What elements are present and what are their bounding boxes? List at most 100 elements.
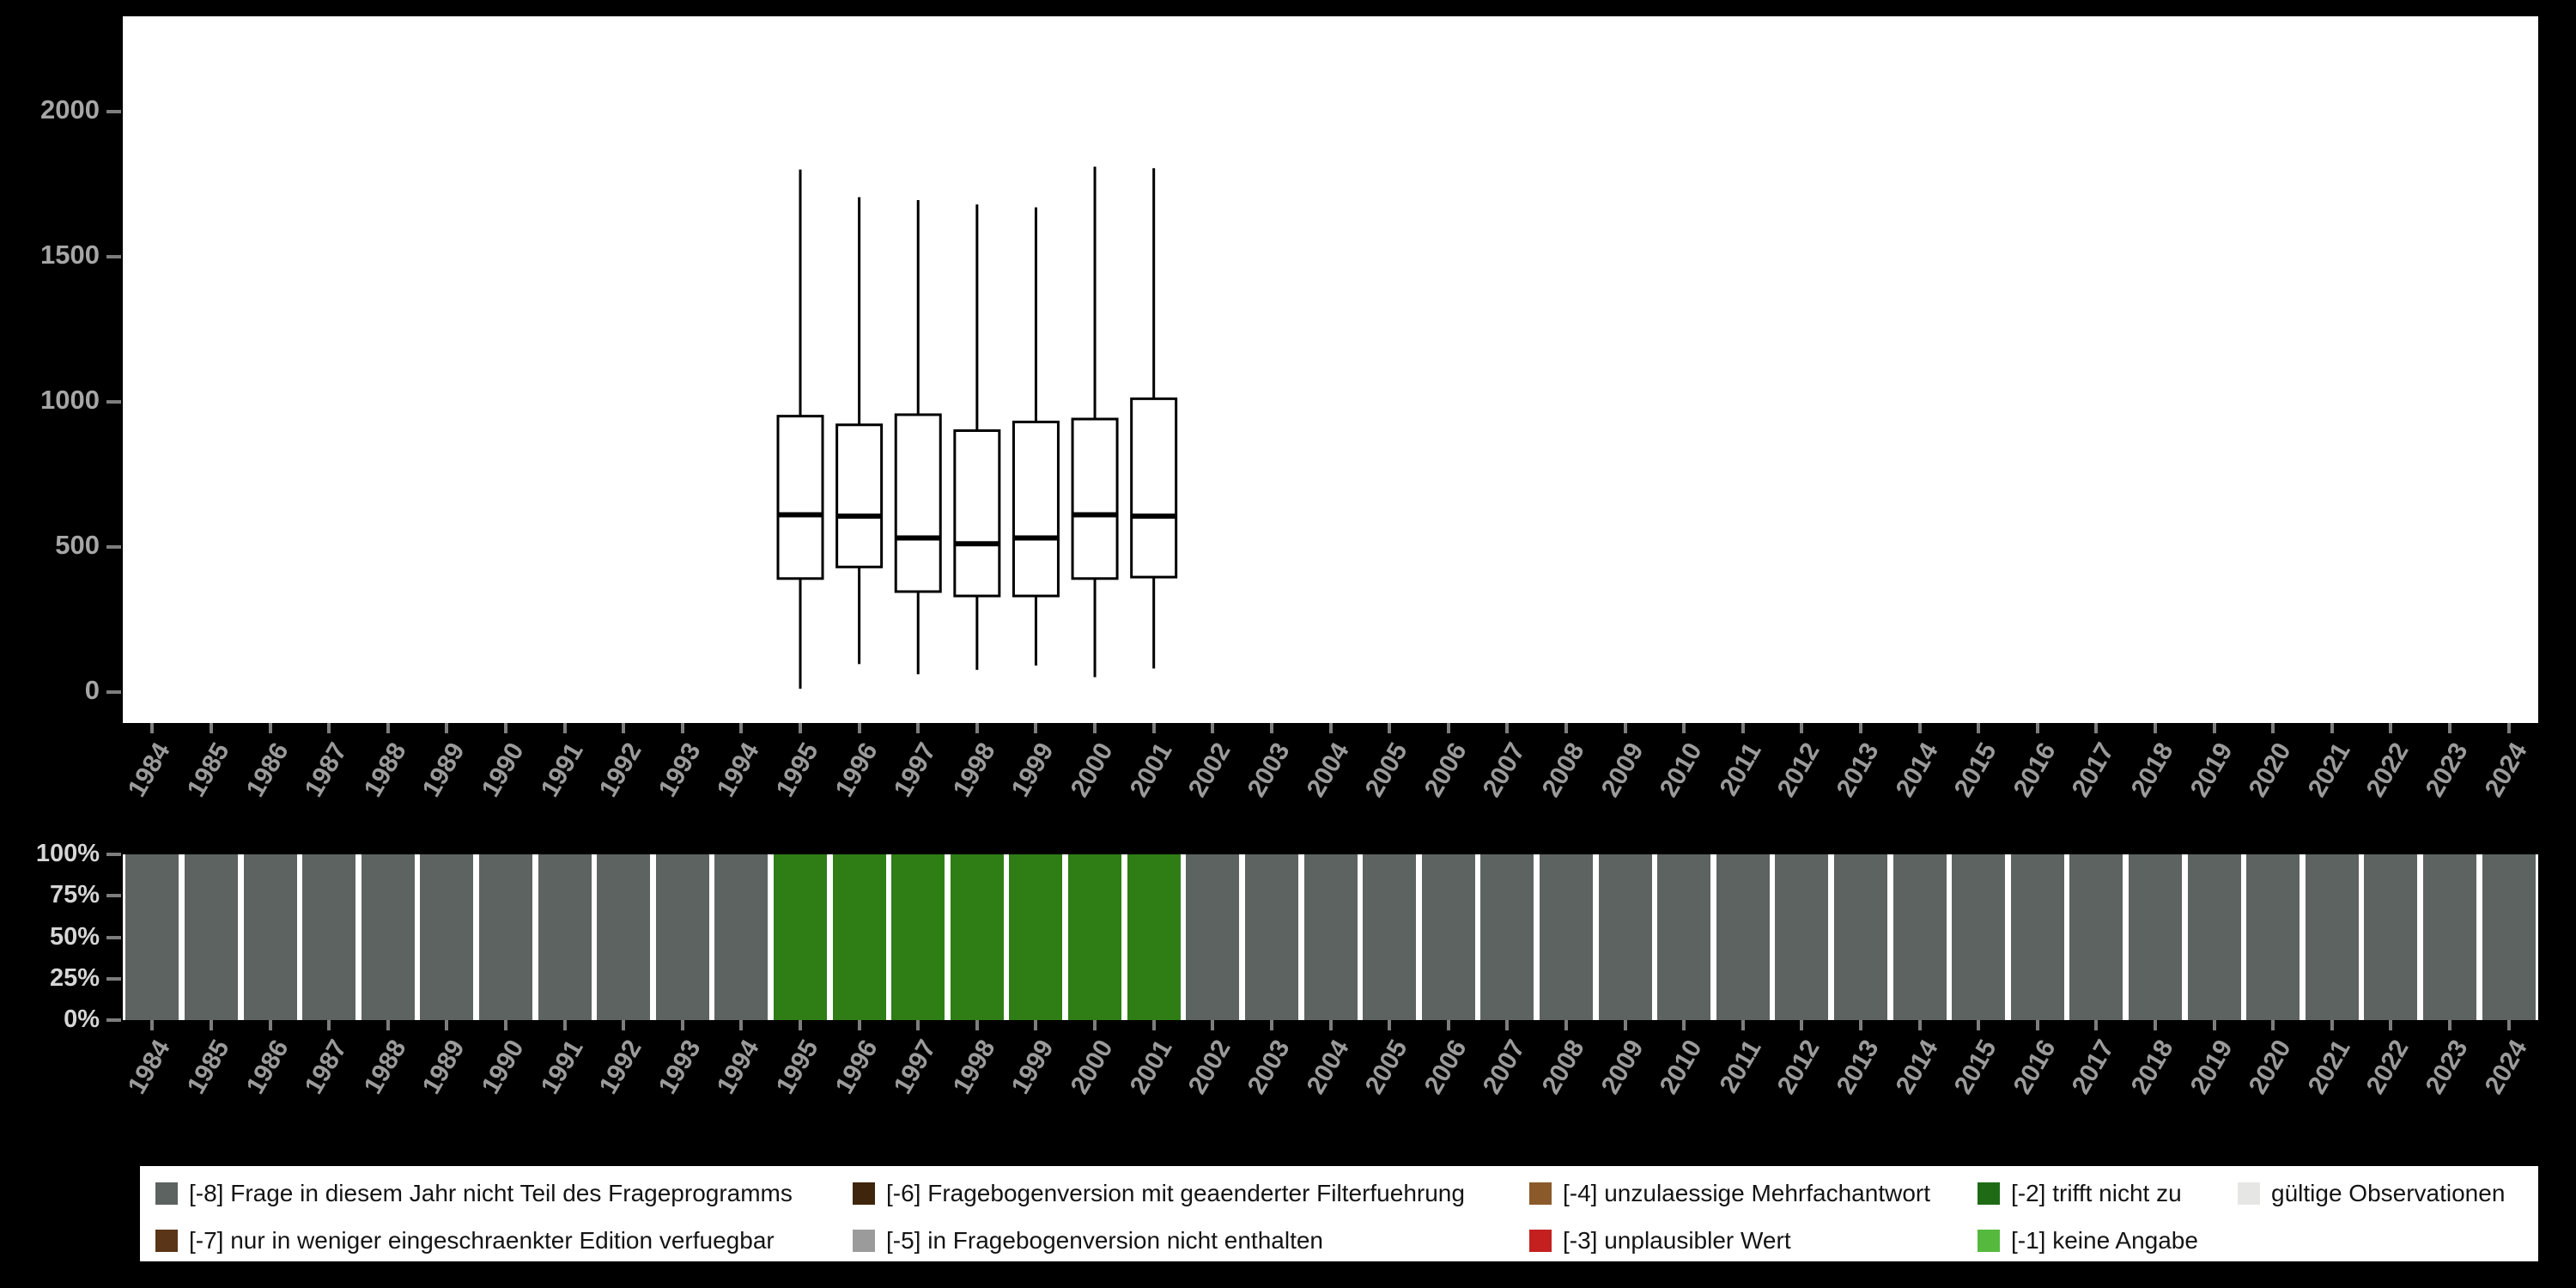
percent-y-tick xyxy=(106,976,121,981)
stacked-bar-1984 xyxy=(125,854,179,1020)
legend-item: [-3] unplausibler Wert xyxy=(1529,1227,1791,1255)
stacked-bar-2014 xyxy=(1893,854,1947,1020)
percent-x-tick xyxy=(1328,1020,1333,1030)
stacked-bar-1985 xyxy=(184,854,238,1020)
percent-x-tick xyxy=(1093,1020,1097,1030)
percent-x-tick xyxy=(1682,1020,1686,1030)
boxplot-x-tick xyxy=(1564,723,1568,733)
percent-x-tick xyxy=(2389,1020,2393,1030)
stacked-bar-2003 xyxy=(1244,854,1298,1020)
boxplot-x-tick xyxy=(327,723,331,733)
legend-swatch xyxy=(155,1182,178,1205)
boxplot-x-tick xyxy=(799,723,802,733)
percent-x-tick xyxy=(1800,1020,1804,1030)
percent-x-tick xyxy=(2094,1020,2099,1030)
legend-item-label: [-2] trifft nicht zu xyxy=(2011,1180,2182,1206)
legend-item: [-2] trifft nicht zu xyxy=(1978,1180,2182,1207)
boxplot-x-tick xyxy=(562,723,567,733)
percent-y-label: 100% xyxy=(35,840,100,867)
boxplot-x-tick xyxy=(1034,723,1038,733)
box-2001 xyxy=(1130,167,1178,669)
legend-item: [-8] Frage in diesem Jahr nicht Teil des… xyxy=(155,1180,793,1207)
percent-x-tick xyxy=(2448,1020,2452,1030)
percent-x-tick xyxy=(268,1020,272,1030)
stacked-bar-2023 xyxy=(2423,854,2477,1020)
legend-item-label: [-6] Fragebogenversion mit geaenderter F… xyxy=(886,1180,1465,1206)
percent-x-tick xyxy=(2212,1020,2216,1030)
percent-x-tick xyxy=(1034,1020,1038,1030)
legend-item: [-1] keine Angabe xyxy=(1978,1227,2198,1255)
stacked-bar-1992 xyxy=(597,854,651,1020)
stacked-bar-1991 xyxy=(538,854,592,1020)
boxplot-x-tick xyxy=(209,723,213,733)
legend-item-label: [-1] keine Angabe xyxy=(2011,1227,2198,1254)
percent-x-tick xyxy=(562,1020,567,1030)
boxplot-y-tick xyxy=(106,399,121,404)
boxplot-x-tick xyxy=(1741,723,1745,733)
percent-panel xyxy=(123,854,2538,1020)
stacked-bar-2024 xyxy=(2482,854,2536,1020)
boxplot-x-tick xyxy=(2271,723,2275,733)
legend-item: gültige Observationen xyxy=(2238,1180,2505,1207)
percent-x-tick xyxy=(680,1020,684,1030)
boxplot-x-tick xyxy=(2448,723,2452,733)
stacked-bar-1987 xyxy=(302,854,356,1020)
legend-item-label: [-3] unplausibler Wert xyxy=(1563,1227,1791,1254)
boxplot-x-tick xyxy=(1858,723,1862,733)
stacked-bar-2011 xyxy=(1716,854,1770,1020)
percent-x-tick xyxy=(386,1020,390,1030)
boxplot-y-tick xyxy=(106,110,121,113)
percent-y-tick xyxy=(106,935,121,939)
stacked-bar-1998 xyxy=(950,854,1004,1020)
percent-y-label: 0% xyxy=(64,1005,100,1033)
stacked-bar-2008 xyxy=(1539,854,1593,1020)
percent-x-tick xyxy=(1211,1020,1215,1030)
stacked-bar-1994 xyxy=(714,854,769,1020)
legend: [-8] Frage in diesem Jahr nicht Teil des… xyxy=(140,1166,2538,1261)
box-2000 xyxy=(1071,167,1119,677)
stacked-bar-2009 xyxy=(1598,854,1652,1020)
boxplot-y-label: 2000 xyxy=(40,94,100,125)
stacked-bar-2019 xyxy=(2187,854,2241,1020)
boxplot-x-tick xyxy=(2389,723,2393,733)
percent-x-tick xyxy=(1564,1020,1568,1030)
stacked-bar-2022 xyxy=(2364,854,2418,1020)
boxplot-x-tick xyxy=(1211,723,1215,733)
stacked-bar-2006 xyxy=(1421,854,1475,1020)
legend-item-label: gültige Observationen xyxy=(2271,1180,2506,1206)
legend-item: [-5] in Fragebogenversion nicht enthalte… xyxy=(853,1227,1323,1255)
boxplot-x-tick xyxy=(2330,723,2334,733)
stacked-bar-2017 xyxy=(2069,854,2123,1020)
boxplot-x-tick xyxy=(975,723,979,733)
percent-x-tick xyxy=(150,1020,155,1030)
boxplot-x-tick xyxy=(1446,723,1450,733)
stacked-bar-2010 xyxy=(1657,854,1711,1020)
percent-x-tick xyxy=(2154,1020,2158,1030)
stacked-bar-2000 xyxy=(1068,854,1122,1020)
boxplot-x-tick xyxy=(1623,723,1627,733)
stacked-bar-1990 xyxy=(478,854,532,1020)
percent-x-tick xyxy=(1858,1020,1862,1030)
boxplot-y-label: 0 xyxy=(84,674,100,705)
boxplot-y-label: 1500 xyxy=(40,239,100,270)
legend-swatch xyxy=(1978,1230,2000,1252)
stacked-bar-2004 xyxy=(1303,854,1358,1020)
stacked-bar-1999 xyxy=(1009,854,1063,1020)
stacked-bar-2005 xyxy=(1363,854,1417,1020)
legend-swatch xyxy=(1529,1230,1552,1252)
box-1997 xyxy=(894,200,942,675)
percent-x-tick xyxy=(1623,1020,1627,1030)
boxplot-x-tick xyxy=(2212,723,2216,733)
stacked-bar-2013 xyxy=(1833,854,1887,1020)
percent-x-tick xyxy=(739,1020,744,1030)
legend-swatch xyxy=(155,1230,178,1252)
stacked-bar-1996 xyxy=(832,854,886,1020)
stacked-bar-2018 xyxy=(2129,854,2183,1020)
percent-x-tick xyxy=(2506,1020,2511,1030)
boxplot-x-tick xyxy=(857,723,861,733)
boxplot-y-tick xyxy=(106,254,121,258)
legend-item-label: [-4] unzulaessige Mehrfachantwort xyxy=(1563,1180,1930,1206)
stacked-bar-2016 xyxy=(2010,854,2064,1020)
stacked-bar-2012 xyxy=(1775,854,1829,1020)
boxplot-x-tick xyxy=(1917,723,1922,733)
